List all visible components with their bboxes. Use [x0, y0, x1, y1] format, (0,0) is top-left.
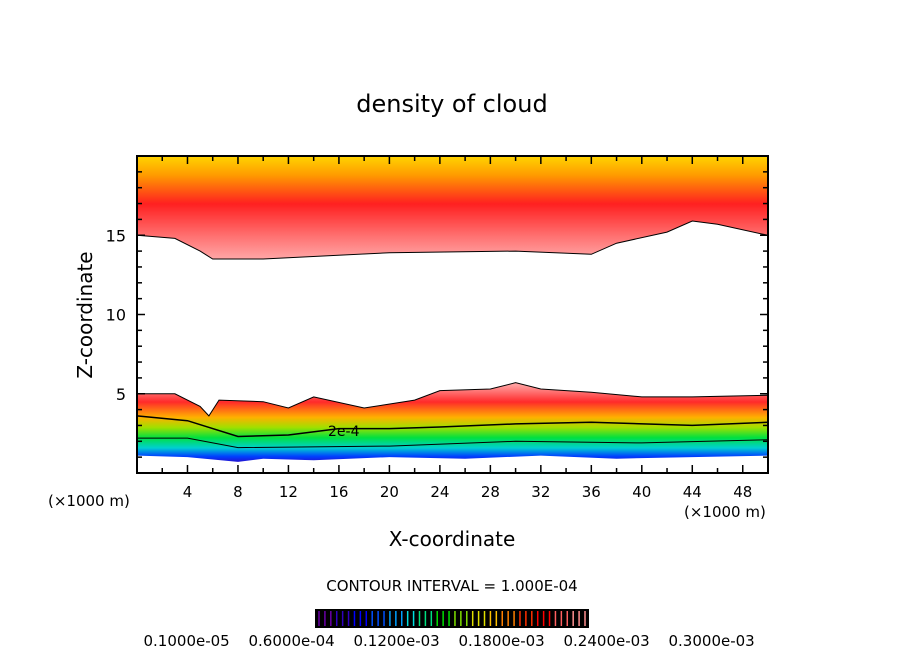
colorbar: 0.1000e-05 0.6000e-04 0.1200e-03 0.1800e-03… [144, 609, 755, 650]
x-tick-label: 16 [329, 483, 348, 501]
x-tick-label: 48 [733, 483, 752, 501]
colorbar-frame [315, 609, 589, 628]
y-tick-label: 10 [106, 306, 126, 325]
colorbar-label: 0.2400e-03 [564, 632, 650, 650]
contour-line-2e-4 [136, 415, 769, 438]
x-tick-label: 8 [233, 483, 243, 501]
contour-interval: CONTOUR INTERVAL = 1.000E-04 [326, 577, 577, 595]
colorbar-label: 0.1000e-05 [144, 632, 230, 650]
x-tick-label: 28 [481, 483, 500, 501]
contour-lines [136, 220, 769, 449]
contour-line-lower-top [137, 382, 769, 417]
colorbar-label: 0.1200e-03 [354, 632, 440, 650]
colorbar-label: 0.3000e-03 [669, 632, 755, 650]
x-unit-label-right: (×1000 m) [684, 503, 766, 521]
contour-line-upper-base [136, 220, 769, 260]
density-field [137, 156, 768, 462]
x-axis-label: X-coordinate [389, 527, 516, 551]
x-tick-label: 4 [183, 483, 193, 501]
lower-cloud-fill [137, 382, 768, 462]
x-tick-label: 32 [531, 483, 550, 501]
y-axis-label: Z-coordinate [73, 251, 97, 378]
colorbar-label: 0.6000e-04 [249, 632, 335, 650]
y-tick-label: 5 [116, 385, 126, 404]
x-unit-label-left: (×1000 m) [48, 492, 130, 510]
x-tick-label: 12 [279, 483, 298, 501]
x-tick-label: 44 [683, 483, 702, 501]
upper-cloud-fill [137, 156, 768, 259]
y-tick-label: 15 [106, 226, 126, 245]
x-tick-label: 40 [632, 483, 651, 501]
x-tick-label: 24 [430, 483, 449, 501]
contour-label: 2e-4 [328, 424, 360, 440]
chart-title: density of cloud [356, 90, 547, 118]
x-tick-label: 20 [380, 483, 399, 501]
contour-line-1e-4 [137, 437, 769, 449]
x-tick-label: 36 [582, 483, 601, 501]
colorbar-label: 0.1800e-03 [459, 632, 545, 650]
